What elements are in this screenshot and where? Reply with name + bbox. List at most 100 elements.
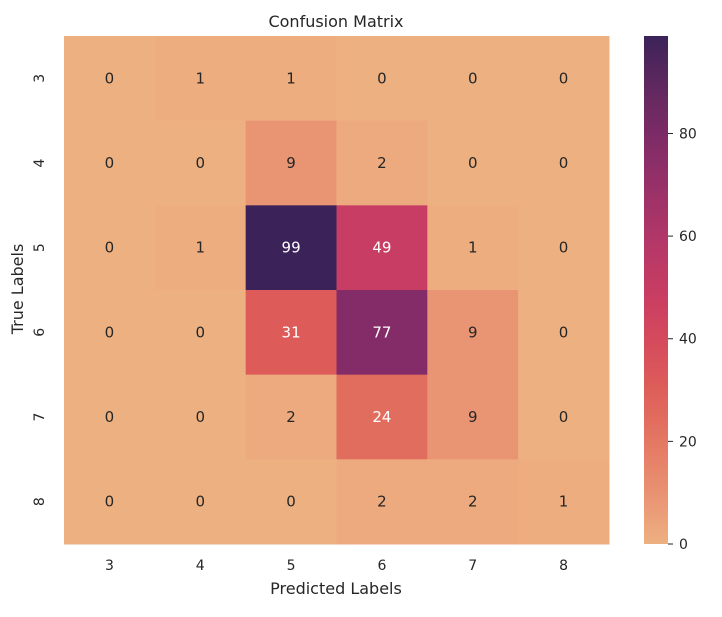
colorbar-tick-label-80: 80 (679, 126, 697, 142)
cell-value-label-5-4: 1 (195, 239, 205, 257)
heatmap-cell-8-8 (518, 459, 610, 545)
heatmap-cell-4-8 (518, 120, 610, 206)
y-tick-label-4: 4 (32, 158, 48, 167)
x-axis-label: Predicted Labels (270, 579, 402, 598)
cell-value-label-4-4: 0 (195, 154, 205, 172)
heatmap-cell-6-3 (64, 290, 156, 376)
colorbar-tick-label-40: 40 (679, 332, 697, 348)
y-tick-label-6: 6 (32, 328, 48, 337)
colorbar-ticks: 0 20 40 60 80 (668, 126, 697, 553)
x-tick-label-4: 4 (196, 558, 205, 574)
colorbar-tick-label-60: 60 (679, 229, 697, 245)
cell-value-label-5-7: 1 (468, 239, 478, 257)
cell-value-label-4-3: 0 (105, 154, 115, 172)
x-tick-label-8: 8 (559, 558, 568, 574)
x-axis-ticks: 3 4 5 6 7 8 (105, 558, 568, 574)
heatmap-cell-3-5 (245, 36, 337, 122)
cell-value-label-3-5: 1 (286, 69, 296, 87)
heatmap-cell-5-4 (154, 205, 247, 291)
heatmap-cell-3-3 (64, 36, 156, 122)
cell-value-label-6-5: 31 (282, 323, 301, 341)
heatmap-cells (64, 36, 610, 545)
cell-value-label-8-6: 2 (377, 493, 387, 511)
cell-value-label-5-6: 49 (372, 239, 391, 257)
cell-value-label-7-6: 24 (372, 408, 391, 426)
y-axis-ticks: 3 4 5 6 7 8 (32, 74, 48, 506)
heatmap-cell-3-6 (336, 36, 428, 122)
colorbar (644, 36, 668, 544)
cell-value-label-4-7: 0 (468, 154, 478, 172)
cell-value-label-8-8: 1 (559, 493, 569, 511)
heatmap-cell-8-4 (154, 459, 247, 545)
heatmap-cell-4-6 (336, 120, 428, 206)
heatmap-cell-3-7 (427, 36, 519, 122)
cell-value-label-4-8: 0 (559, 154, 569, 172)
heatmap-cell-5-8 (518, 205, 610, 291)
cell-value-label-6-3: 0 (105, 323, 115, 341)
cell-value-label-8-4: 0 (195, 493, 205, 511)
cell-value-label-5-3: 0 (105, 239, 115, 257)
cell-value-label-8-3: 0 (105, 493, 115, 511)
heatmap-cell-3-4 (154, 36, 247, 122)
heatmap-cell-4-7 (427, 120, 519, 206)
heatmap-cell-4-3 (64, 120, 156, 206)
cell-value-label-5-5: 99 (282, 239, 301, 257)
heatmap-cell-4-4 (154, 120, 247, 206)
x-tick-label-5: 5 (287, 558, 296, 574)
cell-value-label-7-8: 0 (559, 408, 569, 426)
heatmap-cell-8-5 (245, 459, 337, 545)
cell-value-label-8-5: 0 (286, 493, 296, 511)
heatmap-cell-6-7 (427, 290, 519, 376)
x-tick-label-7: 7 (468, 558, 477, 574)
cell-value-label-4-6: 2 (377, 154, 387, 172)
heatmap-cell-5-3 (64, 205, 156, 291)
cell-value-label-7-4: 0 (195, 408, 205, 426)
heatmap-cell-5-6 (336, 205, 428, 291)
cell-value-label-6-4: 0 (195, 323, 205, 341)
cell-value-label-6-6: 77 (372, 323, 391, 341)
cell-value-label-3-6: 0 (377, 69, 387, 87)
heatmap-cell-8-7 (427, 459, 519, 545)
heatmap-cell-4-5 (245, 120, 337, 206)
cell-value-label-7-7: 9 (468, 408, 478, 426)
y-tick-label-5: 5 (32, 243, 48, 252)
colorbar-tick-label-20: 20 (679, 434, 697, 450)
y-tick-label-8: 8 (32, 497, 48, 506)
heatmap-cell-7-7 (427, 374, 519, 460)
cell-value-label-6-8: 0 (559, 323, 569, 341)
cell-value-label-3-7: 0 (468, 69, 478, 87)
heatmap-cell-5-7 (427, 205, 519, 291)
heatmap-cell-7-8 (518, 374, 610, 460)
chart-title: Confusion Matrix (268, 12, 403, 31)
colorbar-tick-label-0: 0 (679, 537, 688, 553)
heatmap-cell-6-5 (245, 290, 337, 376)
heatmap-cell-8-3 (64, 459, 156, 545)
heatmap-cell-7-6 (336, 374, 428, 460)
heatmap-cell-labels: 0 1 1 0 0 0 0 0 9 2 0 0 0 1 99 49 1 0 0 0 31 77 9 0 0 0 2 24 9 0 0 0 0 2 2… (105, 69, 569, 510)
cell-value-label-3-3: 0 (105, 69, 115, 87)
cell-value-label-3-8: 0 (559, 69, 569, 87)
heatmap-cell-6-6 (336, 290, 428, 376)
heatmap-cell-7-3 (64, 374, 156, 460)
x-tick-label-6: 6 (377, 558, 386, 574)
heatmap-cell-6-8 (518, 290, 610, 376)
cell-value-label-7-3: 0 (105, 408, 115, 426)
y-tick-label-3: 3 (32, 74, 48, 83)
heatmap-cell-3-8 (518, 36, 610, 122)
y-tick-label-7: 7 (32, 413, 48, 422)
heatmap-cell-8-6 (336, 459, 428, 545)
cell-value-label-5-8: 0 (559, 239, 569, 257)
heatmap-cell-6-4 (154, 290, 247, 376)
heatmap-cell-5-5 (245, 205, 337, 291)
cell-value-label-6-7: 9 (468, 323, 478, 341)
heatmap-cell-7-5 (245, 374, 337, 460)
heatmap-cell-7-4 (154, 374, 247, 460)
cell-value-label-7-5: 2 (286, 408, 296, 426)
y-axis-label: True Labels (8, 244, 27, 336)
x-tick-label-3: 3 (105, 558, 114, 574)
cell-value-label-8-7: 2 (468, 493, 478, 511)
cell-value-label-4-5: 9 (286, 154, 296, 172)
cell-value-label-3-4: 1 (195, 69, 205, 87)
